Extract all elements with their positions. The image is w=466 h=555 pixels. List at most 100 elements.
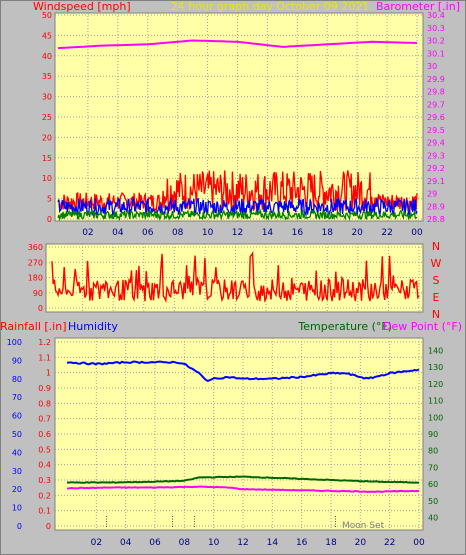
barometer-tick-label: 30.1: [427, 49, 445, 58]
rainfall-tick: 0.2: [38, 491, 51, 500]
windspeed-tick-label: 20: [42, 133, 52, 142]
direction-degree-tick: 180: [28, 274, 43, 283]
compass-tick: S: [433, 274, 440, 287]
windspeed-tick-label: 45: [42, 31, 52, 40]
windspeed-tick-labels: 0 5 10 15 20 25 30 35 40 45 50: [42, 11, 52, 224]
wind-hour-tick: 02: [82, 228, 93, 238]
wind-band-line: [57, 208, 418, 222]
windspeed-tick-label: 5: [47, 195, 52, 204]
temp-hour-tick: 08: [179, 538, 191, 548]
humidity-tick: 80: [12, 375, 22, 384]
barometer-tick-label: 29.1: [427, 177, 445, 186]
temperature-tick: 130: [428, 363, 443, 372]
windspeed-axis-label: Windspeed [mph]: [33, 0, 131, 13]
direction-degree-tick: 270: [28, 258, 43, 267]
wind-hour-tick: 00: [411, 228, 423, 238]
barometer-tick-label: 30.3: [427, 24, 445, 33]
temp-hour-tick-labels: 02 04 06 08 10 12 14 16 18 20 22 00: [91, 538, 425, 548]
barometer-tick-label: 30.2: [427, 37, 445, 46]
rainfall-tick: 0.5: [38, 445, 51, 454]
windspeed-tick-label: 0: [47, 215, 52, 224]
humidity-tick: 10: [12, 504, 22, 513]
barometer-line: [57, 39, 418, 50]
barometer-tick-label: 28.9: [427, 202, 445, 211]
temp-hour-tick: 20: [355, 538, 367, 548]
astronomy-markers: [106, 516, 336, 528]
temperature-tick: 70: [428, 463, 438, 472]
temperature-tick: 110: [428, 397, 443, 406]
barometer-tick-label: 29.8: [427, 88, 445, 97]
temperature-tick: 140: [428, 346, 443, 355]
humidity-tick: 40: [12, 448, 22, 457]
wind-hour-tick-labels: 02 04 06 08 10 12 14 16 18 20 22 00: [82, 228, 423, 238]
humidity-tick: 70: [12, 393, 22, 402]
compass-tick: N: [432, 308, 440, 321]
windspeed-tick-label: 30: [42, 93, 52, 102]
direction-degree-tick: 90: [33, 289, 43, 298]
wind-hour-tick: 10: [202, 228, 214, 238]
windspeed-tick-label: 40: [42, 52, 52, 61]
temperature-tick: 60: [428, 480, 438, 489]
windspeed-tick-label: 15: [42, 154, 52, 163]
wind-series-group: [57, 170, 418, 222]
rainfall-tick: 0.3: [38, 476, 51, 485]
wind-hour-tick: 22: [381, 228, 392, 238]
dewpoint-axis-label: Dew Point (°F): [383, 320, 462, 333]
direction-degree-labels: 0 90 180 270 360: [28, 243, 43, 313]
humidity-axis-label: Humidity: [68, 320, 118, 333]
barometer-tick-labels: 28.8 28.9 29 29.1 29.2 29.3 29.4 29.5 29.6 29.7 29…: [427, 11, 445, 224]
barometer-tick-label: 29.3: [427, 151, 445, 160]
temp-hour-tick: 12: [237, 538, 248, 548]
rainfall-tick: 1.2: [38, 338, 51, 347]
temp-plot-grid: [55, 338, 423, 530]
graph-title: 24 hour graph day October 09 2021: [171, 0, 370, 13]
direction-degree-tick: 360: [28, 243, 43, 252]
rainfall-tick: 0.8: [38, 399, 51, 408]
barometer-tick-label: 29.2: [427, 164, 445, 173]
barometer-tick-label: 29.5: [427, 126, 445, 135]
wind-hour-tick: 08: [172, 228, 184, 238]
temp-hour-tick: 18: [325, 538, 337, 548]
temp-hour-tick: 00: [413, 538, 425, 548]
temp-hour-tick: 16: [296, 538, 308, 548]
rainfall-tick: 0: [46, 522, 51, 531]
temperature-tick: 120: [428, 380, 443, 389]
rainfall-axis-label: Rainfall [.in]: [0, 320, 67, 333]
temperature-tick: 40: [428, 514, 438, 523]
temperature-tick: 50: [428, 497, 438, 506]
wind-hour-tick: 06: [142, 228, 154, 238]
temp-hour-tick: 14: [267, 538, 279, 548]
barometer-tick-label: 30.4: [427, 11, 445, 20]
compass-tick: E: [433, 291, 440, 304]
rainfall-tick-labels: 0 0.1 0.2 0.3 0.4 0.5 0.6 0.7 0.8 0.9 1 1.1 1.2: [38, 338, 51, 531]
humidity-tick-labels: 0 10 20 30 40 50 60 70 80 90 100: [7, 338, 22, 531]
barometer-tick-label: 29.4: [427, 139, 445, 148]
wind-band-line: [57, 170, 418, 213]
direction-degree-tick: 0: [38, 304, 43, 313]
temperature-tick-labels: 40 50 60 70 80 90 100 110 120 130 140: [428, 346, 443, 522]
humidity-tick: 0: [17, 522, 22, 531]
windspeed-tick-label: 50: [42, 11, 52, 20]
rainfall-tick: 0.4: [38, 461, 51, 470]
humidity-tick: 50: [12, 430, 22, 439]
wind-hour-tick: 18: [322, 228, 334, 238]
barometer-tick-label: 30: [427, 62, 437, 71]
temp-hour-tick: 04: [120, 538, 132, 548]
wind-hour-tick: 12: [232, 228, 243, 238]
compass-tick: N: [432, 240, 440, 253]
barometer-tick-label: 29.9: [427, 75, 445, 84]
temperature-tick: 90: [428, 430, 438, 439]
humidity-tick: 30: [12, 467, 22, 476]
wind-direction-line: [51, 250, 420, 304]
wind-hour-tick: 20: [351, 228, 363, 238]
barometer-tick-label: 29: [427, 190, 437, 199]
temperature-tick: 80: [428, 447, 438, 456]
wind-hour-tick: 04: [112, 228, 124, 238]
barometer-tick-label: 28.8: [427, 215, 445, 224]
temp-hour-tick: 22: [384, 538, 395, 548]
temperature-axis-label: Temperature (°F): [297, 320, 392, 333]
temp-hour-tick: 06: [149, 538, 161, 548]
